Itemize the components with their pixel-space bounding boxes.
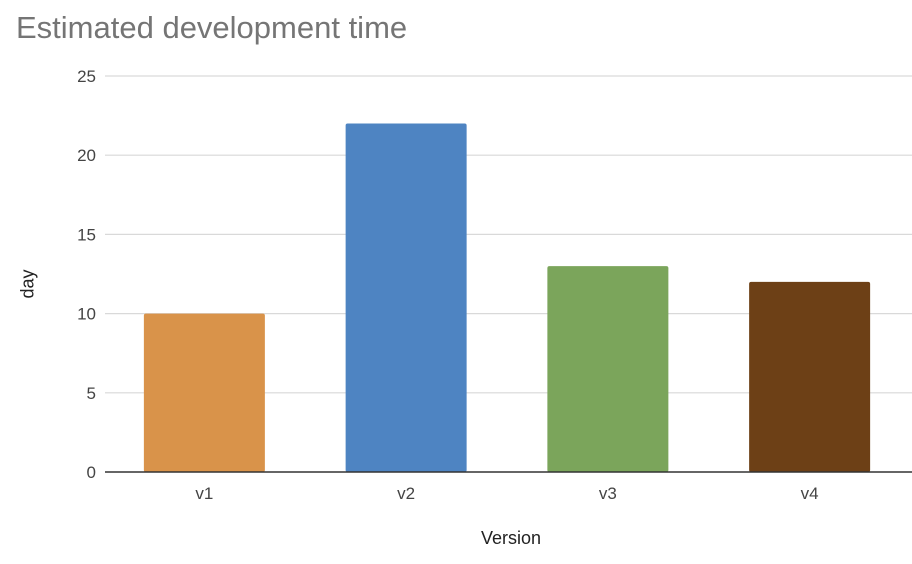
bar-v3 (547, 266, 669, 472)
bars (143, 123, 871, 473)
chart-title: Estimated development time (16, 10, 408, 45)
bar-v1 (143, 313, 265, 472)
y-tick-label: 20 (77, 146, 96, 165)
x-axis-title: Version (480, 528, 542, 548)
x-tick-label: v2 (397, 484, 415, 503)
y-tick-label: 15 (77, 225, 96, 244)
x-tick-label: v3 (599, 484, 617, 503)
x-tick-label: v4 (801, 484, 819, 503)
y-tick-label: 25 (77, 67, 96, 86)
bar-v4 (749, 281, 871, 472)
x-tick-labels: v1 v2 v3 v4 (195, 484, 818, 503)
y-tick-label: 10 (77, 305, 96, 324)
x-tick-label: v1 (195, 484, 213, 503)
y-tick-label: 0 (87, 463, 96, 482)
y-tick-labels: 0 5 10 15 20 25 (77, 67, 96, 482)
y-tick-label: 5 (87, 384, 96, 403)
bar-v2 (345, 123, 467, 473)
